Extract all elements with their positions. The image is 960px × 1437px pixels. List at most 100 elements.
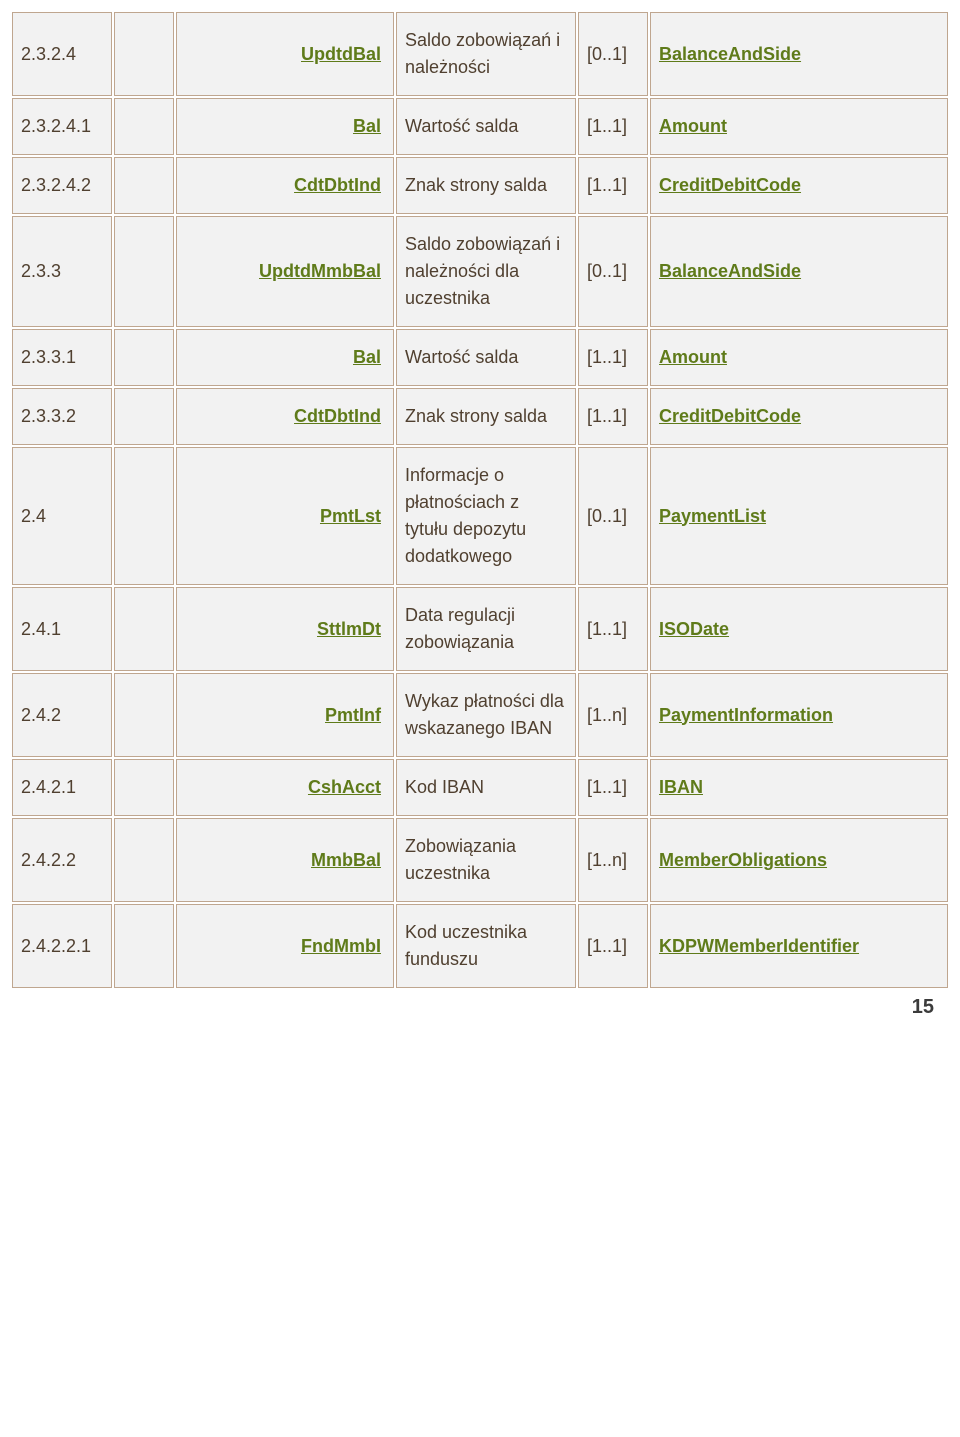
type-cell: Amount [650, 329, 948, 386]
row-spacer [114, 12, 174, 96]
row-spacer [114, 98, 174, 155]
type-link[interactable]: ISODate [659, 619, 729, 639]
element-name-cell: CshAcct [176, 759, 394, 816]
cardinality: [1..1] [578, 587, 648, 671]
cardinality: [1..1] [578, 329, 648, 386]
element-name-link[interactable]: FndMmbI [301, 936, 381, 956]
type-cell: ISODate [650, 587, 948, 671]
element-description: Zobowiązania uczestnika [396, 818, 576, 902]
element-name-cell: MmbBal [176, 818, 394, 902]
table-row: 2.3.2.4.2CdtDbtIndZnak strony salda[1..1… [12, 157, 948, 214]
element-name-cell: Bal [176, 329, 394, 386]
row-number: 2.3.3 [12, 216, 112, 327]
cardinality: [1..n] [578, 818, 648, 902]
cardinality: [1..1] [578, 98, 648, 155]
row-number: 2.3.2.4 [12, 12, 112, 96]
element-description: Wartość salda [396, 98, 576, 155]
type-cell: Amount [650, 98, 948, 155]
type-link[interactable]: BalanceAndSide [659, 44, 801, 64]
type-link[interactable]: CreditDebitCode [659, 406, 801, 426]
element-name-cell: CdtDbtInd [176, 388, 394, 445]
element-name-link[interactable]: CdtDbtInd [294, 175, 381, 195]
cardinality: [1..n] [578, 673, 648, 757]
element-description: Data regulacji zobowiązania [396, 587, 576, 671]
cardinality: [0..1] [578, 216, 648, 327]
element-name-link[interactable]: Bal [353, 347, 381, 367]
element-name-link[interactable]: PmtLst [320, 506, 381, 526]
element-name-link[interactable]: UpdtdMmbBal [259, 261, 381, 281]
type-cell: PaymentInformation [650, 673, 948, 757]
row-number: 2.3.2.4.2 [12, 157, 112, 214]
element-description: Saldo zobowiązań i należności dla uczest… [396, 216, 576, 327]
element-description: Kod IBAN [396, 759, 576, 816]
type-link[interactable]: CreditDebitCode [659, 175, 801, 195]
element-description: Saldo zobowiązań i należności [396, 12, 576, 96]
table-row: 2.4.1 SttlmDt Data regulacji zobowiązania[… [12, 587, 948, 671]
element-name-link[interactable]: PmtInf [325, 705, 381, 725]
row-number: 2.4.2 [12, 673, 112, 757]
page-number: 15 [10, 990, 950, 1019]
element-description: Znak strony salda [396, 388, 576, 445]
element-name-cell: CdtDbtInd [176, 157, 394, 214]
table-row: 2.3.3.1BalWartość salda[1..1]Amount [12, 329, 948, 386]
row-spacer [114, 329, 174, 386]
type-cell: CreditDebitCode [650, 388, 948, 445]
row-number: 2.4.1 [12, 587, 112, 671]
row-spacer [114, 388, 174, 445]
element-name-cell: PmtInf [176, 673, 394, 757]
type-link[interactable]: PaymentInformation [659, 705, 833, 725]
type-cell: IBAN [650, 759, 948, 816]
row-spacer [114, 673, 174, 757]
table-row: 2.4.2PmtInfWykaz płatności dla wskazaneg… [12, 673, 948, 757]
row-spacer [114, 157, 174, 214]
element-name-cell: UpdtdMmbBal [176, 216, 394, 327]
row-number: 2.3.3.2 [12, 388, 112, 445]
cardinality: [1..1] [578, 904, 648, 988]
type-cell: PaymentList [650, 447, 948, 585]
element-name-link[interactable]: Bal [353, 116, 381, 136]
row-spacer [114, 447, 174, 585]
type-link[interactable]: MemberObligations [659, 850, 827, 870]
table-row: 2.3.3.2 CdtDbtInd Znak strony salda[1..1] C… [12, 388, 948, 445]
type-link[interactable]: IBAN [659, 777, 703, 797]
type-link[interactable]: PaymentList [659, 506, 766, 526]
element-name-link[interactable]: SttlmDt [317, 619, 381, 639]
type-link[interactable]: Amount [659, 116, 727, 136]
type-cell: CreditDebitCode [650, 157, 948, 214]
row-number: 2.4.2.2 [12, 818, 112, 902]
row-spacer [114, 759, 174, 816]
type-link[interactable]: KDPWMemberIdentifier [659, 936, 859, 956]
table-row: 2.4.2.2 MmbBal Zobowiązania uczestnika[1..… [12, 818, 948, 902]
table-row: 2.3.2.4 UpdtdBal Saldo zobowiązań i należn… [12, 12, 948, 96]
type-link[interactable]: Amount [659, 347, 727, 367]
row-spacer [114, 818, 174, 902]
type-cell: BalanceAndSide [650, 216, 948, 327]
cardinality: [1..1] [578, 388, 648, 445]
table-row: 2.3.2.4.1 Bal Wartość salda[1..1] Amount [12, 98, 948, 155]
element-name-cell: UpdtdBal [176, 12, 394, 96]
row-number: 2.3.2.4.1 [12, 98, 112, 155]
type-link[interactable]: BalanceAndSide [659, 261, 801, 281]
type-cell: KDPWMemberIdentifier [650, 904, 948, 988]
row-number: 2.4.2.1 [12, 759, 112, 816]
row-spacer [114, 587, 174, 671]
cardinality: [0..1] [578, 12, 648, 96]
element-name-cell: PmtLst [176, 447, 394, 585]
spec-table: 2.3.2.4 UpdtdBal Saldo zobowiązań i należn… [10, 10, 950, 990]
type-cell: BalanceAndSide [650, 12, 948, 96]
row-number: 2.4 [12, 447, 112, 585]
row-number: 2.3.3.1 [12, 329, 112, 386]
element-description: Znak strony salda [396, 157, 576, 214]
element-name-link[interactable]: UpdtdBal [301, 44, 381, 64]
cardinality: [0..1] [578, 447, 648, 585]
type-cell: MemberObligations [650, 818, 948, 902]
element-name-link[interactable]: CdtDbtInd [294, 406, 381, 426]
row-spacer [114, 216, 174, 327]
table-row: 2.4.2.1 CshAcct Kod IBAN[1..1] IBAN [12, 759, 948, 816]
element-description: Kod uczestnika funduszu [396, 904, 576, 988]
table-row: 2.4.2.2.1FndMmbIKod uczestnika funduszu[… [12, 904, 948, 988]
cardinality: [1..1] [578, 759, 648, 816]
element-name-link[interactable]: CshAcct [308, 777, 381, 797]
element-name-cell: Bal [176, 98, 394, 155]
element-name-link[interactable]: MmbBal [311, 850, 381, 870]
